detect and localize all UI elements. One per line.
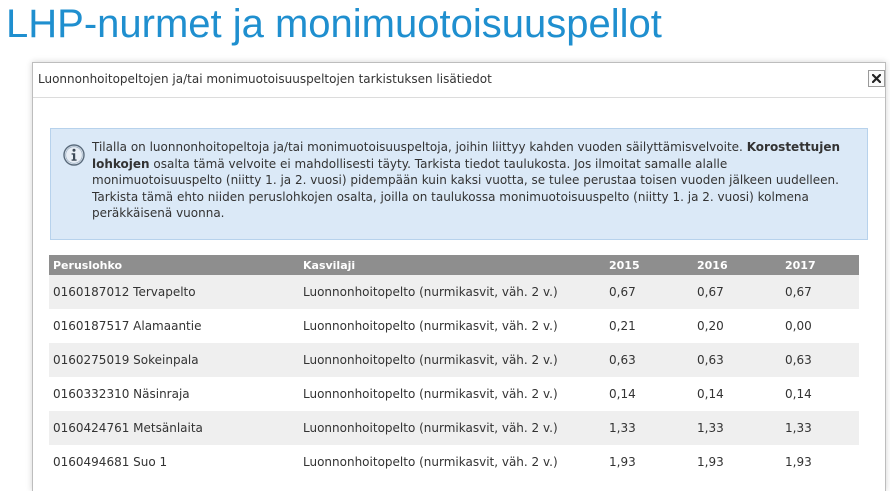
info-icon (63, 144, 85, 166)
cell-2015: 0,67 (605, 275, 693, 309)
cell-2017: 0,14 (781, 377, 859, 411)
details-dialog: Luonnonhoitopeltojen ja/tai monimuotoisu… (32, 62, 886, 491)
cell-2015: 0,21 (605, 309, 693, 343)
cell-2017: 1,93 (781, 445, 859, 479)
cell-2016: 1,33 (693, 411, 781, 445)
cell-2017: 0,00 (781, 309, 859, 343)
info-alert: Tilalla on luonnonhoitopeltoja ja/tai mo… (50, 128, 868, 240)
cell-2015: 0,63 (605, 343, 693, 377)
alert-text-part2: osalta tämä velvoite ei mahdollisesti tä… (92, 156, 839, 221)
cell-2017: 0,67 (781, 275, 859, 309)
page-title: LHP-nurmet ja monimuotoisuuspellot (6, 2, 662, 46)
table-header-row: Peruslohko Kasvilaji 2015 2016 2017 (49, 255, 859, 275)
alert-text-part1: Tilalla on luonnonhoitopeltoja ja/tai mo… (92, 140, 747, 154)
table-row: 0160424761 Metsänlaita Luonnonhoitopelto… (49, 411, 859, 445)
cell-kasvilaji: Luonnonhoitopelto (nurmikasvit, väh. 2 v… (299, 377, 605, 411)
cell-kasvilaji: Luonnonhoitopelto (nurmikasvit, väh. 2 v… (299, 411, 605, 445)
cell-2016: 0,20 (693, 309, 781, 343)
header-peruslohko: Peruslohko (49, 255, 299, 275)
cell-peruslohko: 0160494681 Suo 1 (49, 445, 299, 479)
cell-2015: 0,14 (605, 377, 693, 411)
table-row: 0160187517 Alamaantie Luonnonhoitopelto … (49, 309, 859, 343)
dialog-header: Luonnonhoitopeltojen ja/tai monimuotoisu… (33, 63, 885, 98)
cell-peruslohko: 0160187012 Tervapelto (49, 275, 299, 309)
dialog-title: Luonnonhoitopeltojen ja/tai monimuotoisu… (38, 72, 492, 86)
cell-2016: 0,14 (693, 377, 781, 411)
cell-peruslohko: 0160424761 Metsänlaita (49, 411, 299, 445)
cell-peruslohko: 0160187517 Alamaantie (49, 309, 299, 343)
table-row: 0160187012 Tervapelto Luonnonhoitopelto … (49, 275, 859, 309)
cell-kasvilaji: Luonnonhoitopelto (nurmikasvit, väh. 2 v… (299, 445, 605, 479)
parcels-table: Peruslohko Kasvilaji 2015 2016 2017 0160… (49, 255, 859, 479)
table-row: 0160332310 Näsinraja Luonnonhoitopelto (… (49, 377, 859, 411)
header-2016: 2016 (693, 255, 781, 275)
alert-text-bold: Korostettujen lohkojen (92, 140, 841, 171)
cell-2017: 1,33 (781, 411, 859, 445)
close-icon[interactable] (872, 74, 881, 83)
cell-2016: 1,93 (693, 445, 781, 479)
cell-2016: 0,63 (693, 343, 781, 377)
header-kasvilaji: Kasvilaji (299, 255, 605, 275)
alert-message: Tilalla on luonnonhoitopeltoja ja/tai mo… (92, 139, 860, 222)
cell-2015: 1,33 (605, 411, 693, 445)
close-button[interactable] (868, 70, 885, 87)
header-2017: 2017 (781, 255, 859, 275)
cell-peruslohko: 0160275019 Sokeinpala (49, 343, 299, 377)
header-2015: 2015 (605, 255, 693, 275)
cell-2015: 1,93 (605, 445, 693, 479)
table-row: 0160494681 Suo 1 Luonnonhoitopelto (nurm… (49, 445, 859, 479)
cell-2017: 0,63 (781, 343, 859, 377)
cell-kasvilaji: Luonnonhoitopelto (nurmikasvit, väh. 2 v… (299, 343, 605, 377)
cell-peruslohko: 0160332310 Näsinraja (49, 377, 299, 411)
parcels-table-wrap: Peruslohko Kasvilaji 2015 2016 2017 0160… (49, 255, 859, 479)
cell-2016: 0,67 (693, 275, 781, 309)
cell-kasvilaji: Luonnonhoitopelto (nurmikasvit, väh. 2 v… (299, 275, 605, 309)
table-row: 0160275019 Sokeinpala Luonnonhoitopelto … (49, 343, 859, 377)
cell-kasvilaji: Luonnonhoitopelto (nurmikasvit, väh. 2 v… (299, 309, 605, 343)
